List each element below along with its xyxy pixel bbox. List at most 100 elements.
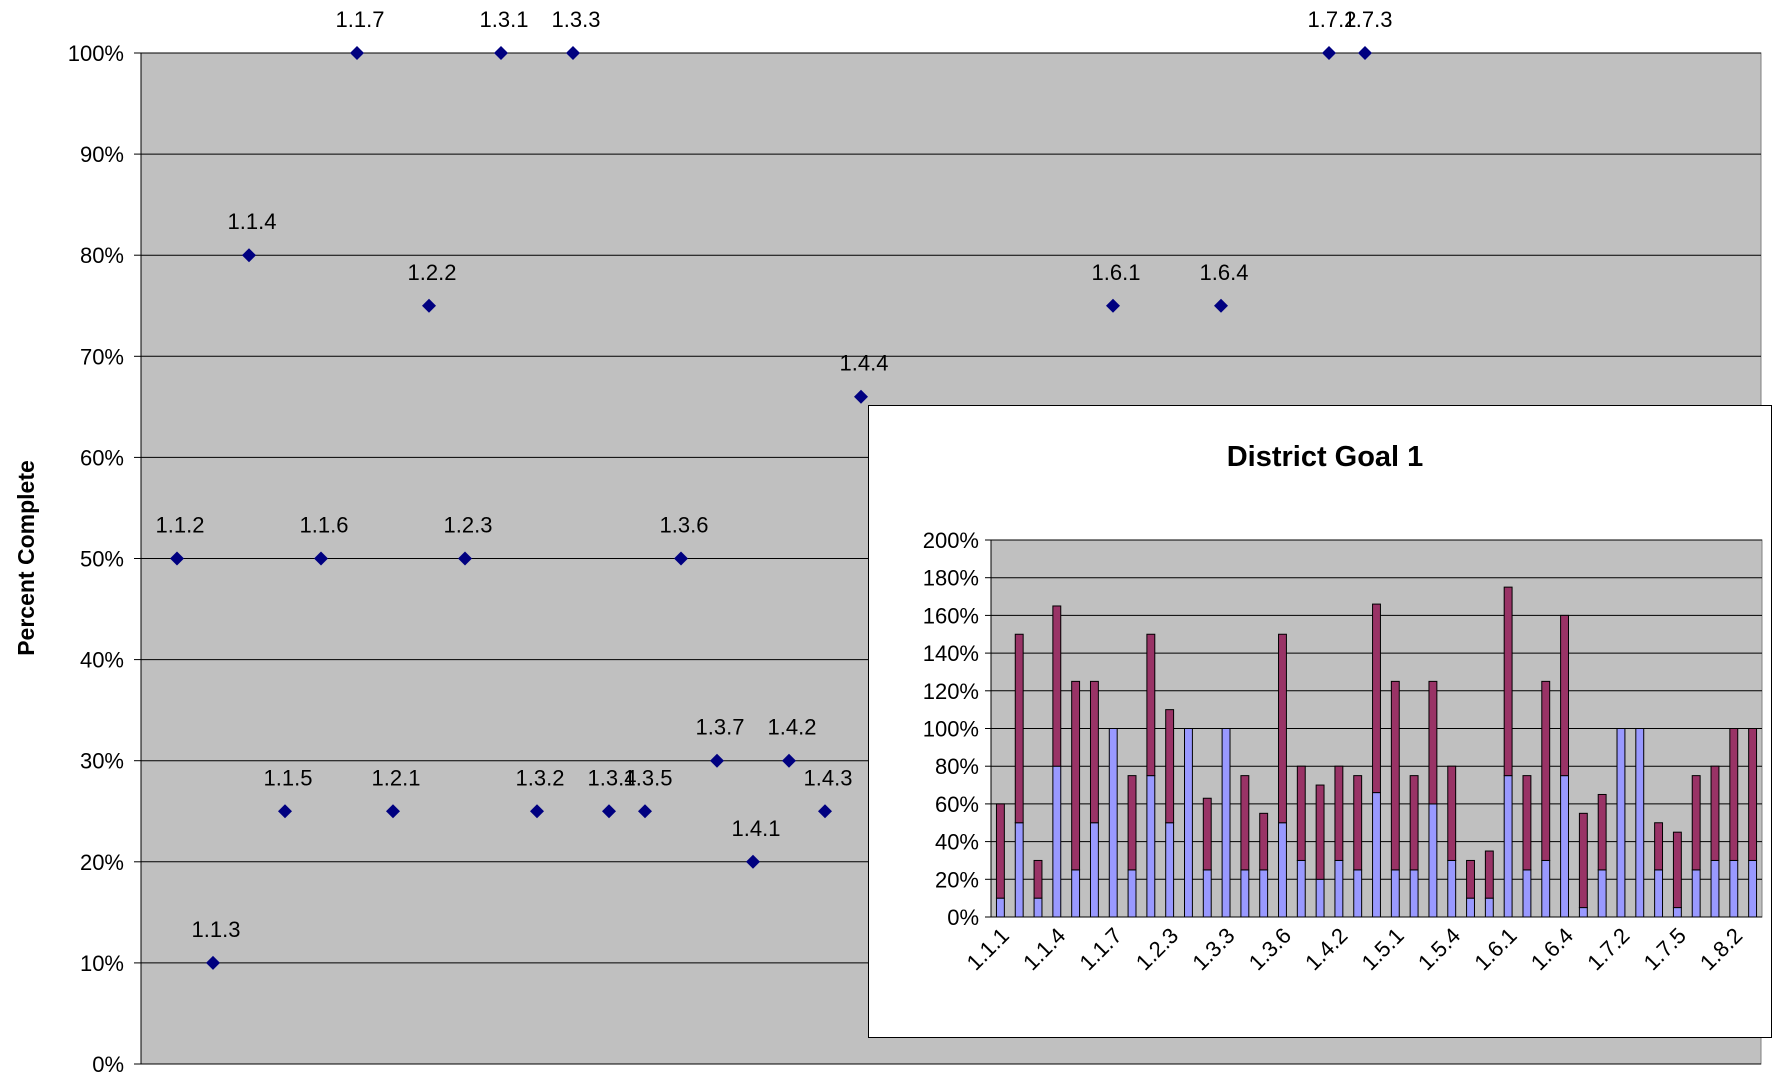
inset-bar-segment <box>1710 765 1720 861</box>
data-point-marker <box>386 804 400 819</box>
inset-bar-segment <box>1089 822 1099 918</box>
data-point-label: 1.3.4 <box>588 765 637 790</box>
inset-y-tick-label: 40% <box>935 830 979 855</box>
inset-bar-segment <box>1372 792 1381 918</box>
inset-chart-title: District Goal 1 <box>1227 441 1424 473</box>
inset-bar-segment <box>1052 605 1062 767</box>
inset-bar-segment <box>1597 869 1607 918</box>
y-tick-label: 50% <box>80 547 124 572</box>
inset-bar-segment <box>1240 869 1250 918</box>
inset-bar-segment <box>1541 859 1551 918</box>
y-tick-label: 80% <box>80 243 124 268</box>
inset-bar-segment <box>1165 709 1175 824</box>
data-point-marker <box>314 551 328 566</box>
inset-y-tick-label: 0% <box>947 905 979 930</box>
data-point-marker <box>602 804 616 819</box>
inset-bar-segment <box>1635 728 1645 918</box>
inset-bar-segment <box>1578 812 1588 909</box>
inset-bar-segment <box>1184 728 1193 918</box>
inset-bar-segment <box>1315 878 1325 918</box>
inset-x-tick-label: 1.3.3 <box>1187 923 1239 975</box>
y-tick-label: 40% <box>80 648 124 673</box>
inset-bar-segment <box>1372 603 1381 794</box>
inset-x-axis: 1.1.1 1.1.4 1.1.7 1.2.3 1.3.3 1.3.6 1.4.2 1.5.1… <box>962 923 1748 975</box>
inset-bar-segment <box>1409 775 1419 871</box>
data-point-marker <box>1214 298 1228 313</box>
data-point-label: 1.1.7 <box>336 7 385 32</box>
inset-bar-segment <box>1390 869 1400 918</box>
y-tick-label: 90% <box>80 142 124 167</box>
data-point-label: 1.1.3 <box>192 917 241 942</box>
inset-bar-segment <box>1484 897 1494 918</box>
inset-bar-segment <box>1691 775 1701 871</box>
data-point-label: 1.4.3 <box>804 765 853 790</box>
inset-y-tick-label: 80% <box>935 754 979 779</box>
inset-bar-segment <box>1108 728 1118 918</box>
inset-bar-segment <box>995 803 1005 899</box>
data-point-marker <box>1358 46 1372 60</box>
data-point-label: 1.7.2 <box>1308 7 1357 32</box>
inset-bar-segment <box>1729 859 1739 918</box>
y-tick-label: 10% <box>80 951 124 976</box>
data-point-marker <box>1322 46 1336 60</box>
data-point-marker <box>1106 298 1120 313</box>
inset-bar-segment <box>1052 765 1062 918</box>
inset-bar-segment <box>1522 775 1532 871</box>
inset-y-tick-label: 60% <box>935 792 979 817</box>
inset-bar-segment <box>1428 680 1438 805</box>
data-point-marker <box>278 804 292 819</box>
inset-bar-segment <box>1353 775 1363 871</box>
inset-x-tick-label: 1.6.1 <box>1469 923 1521 975</box>
inset-bar-segment <box>1484 850 1494 899</box>
data-point-label: 1.2.3 <box>444 513 493 538</box>
inset-bar-segment <box>1033 859 1043 899</box>
data-point-label: 1.2.2 <box>408 260 457 285</box>
inset-bar-segment <box>1522 869 1532 918</box>
y-tick-label: 0% <box>92 1052 124 1076</box>
data-point-label: 1.4.1 <box>732 816 781 841</box>
inset-bar-segment <box>1202 869 1212 918</box>
data-point-marker <box>206 955 220 970</box>
inset-x-tick-label: 1.1.1 <box>962 923 1014 975</box>
inset-bar-segment <box>1202 797 1212 871</box>
inset-bar-segment <box>1146 775 1156 918</box>
inset-bar-segment <box>1315 784 1325 880</box>
data-point-marker <box>170 551 184 566</box>
inset-x-tick-label: 1.1.4 <box>1018 923 1070 975</box>
inset-bar-segment <box>1089 680 1099 824</box>
y-tick-label: 60% <box>80 445 124 470</box>
inset-x-tick-label: 1.4.2 <box>1300 923 1352 975</box>
inset-bar-segment <box>1654 822 1664 871</box>
inset-bar-segment <box>1127 775 1137 871</box>
data-point-marker <box>458 551 472 566</box>
inset-bar-segment <box>995 897 1005 918</box>
inset-x-tick-label: 1.8.2 <box>1695 923 1747 975</box>
inset-bar-segment <box>1127 869 1137 918</box>
data-point-marker <box>638 804 652 819</box>
inset-x-tick-label: 1.7.5 <box>1639 923 1691 975</box>
inset-bar-segment <box>1071 680 1081 871</box>
inset-bar-segment <box>1541 680 1551 861</box>
data-point-marker <box>242 248 256 263</box>
inset-x-tick-label: 1.2.3 <box>1131 923 1183 975</box>
inset-bar-segment <box>1672 831 1682 909</box>
inset-bar-segment <box>1278 633 1287 824</box>
data-point-label: 1.2.1 <box>372 765 421 790</box>
inset-bar-segment <box>1447 765 1457 861</box>
inset-bar-segment <box>1014 822 1024 918</box>
data-point-marker <box>710 753 724 768</box>
data-points: 1.1.2 1.1.3 1.1.4 1.1.5 1.1.6 1.1.7 1.2.1 1.2.2… <box>156 7 1392 970</box>
data-point-marker <box>818 804 832 819</box>
inset-bar-segment <box>1560 614 1569 777</box>
inset-bar-segment <box>1071 869 1081 918</box>
data-point-label: 1.1.4 <box>228 209 277 234</box>
inset-bar-segment <box>1296 859 1306 918</box>
inset-y-axis: 0% 20% 40% 60% 80% 100% 120% 140% 160% 180% 200% <box>923 528 1762 930</box>
inset-bar-segment <box>1503 586 1513 777</box>
inset-x-tick-label: 1.6.4 <box>1526 923 1578 975</box>
data-point-label: 1.6.4 <box>1200 260 1249 285</box>
data-point-label: 1.4.4 <box>840 351 889 376</box>
data-point-label: 1.3.3 <box>552 7 601 32</box>
data-point-marker <box>566 46 580 60</box>
data-point-marker <box>350 46 364 60</box>
